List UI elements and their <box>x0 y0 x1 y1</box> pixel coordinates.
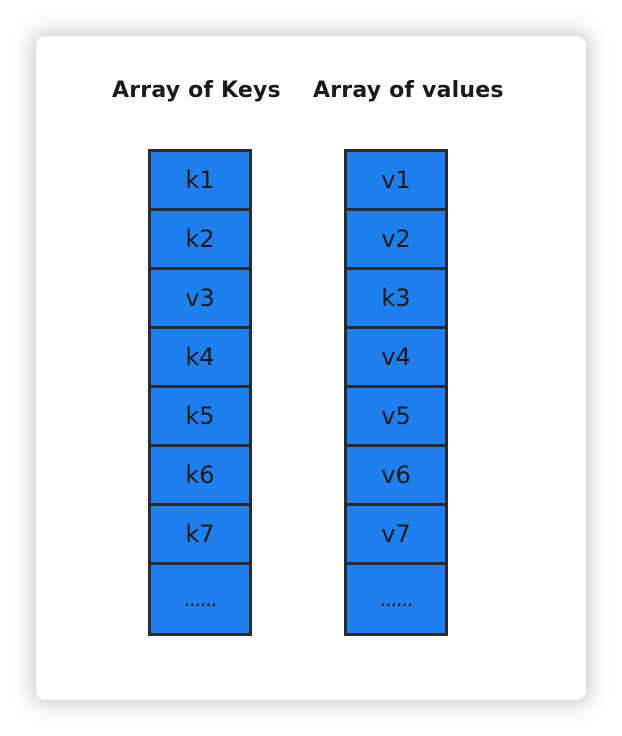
values-array-cell: v6 <box>347 447 445 506</box>
values-array-title: Array of values <box>313 78 504 103</box>
values-array-ellipsis-cell: ...... <box>347 565 445 633</box>
keys-array-cell: k2 <box>151 211 249 270</box>
keys-array-cell: k5 <box>151 388 249 447</box>
diagram-card <box>36 36 586 700</box>
values-array-cell: v5 <box>347 388 445 447</box>
keys-array-ellipsis-cell: ...... <box>151 565 249 633</box>
values-array-cell: k3 <box>347 270 445 329</box>
keys-array: k1 k2 v3 k4 k5 k6 k7 ...... <box>148 149 252 636</box>
values-array-cell: v4 <box>347 329 445 388</box>
keys-array-cell: v3 <box>151 270 249 329</box>
keys-array-cell: k4 <box>151 329 249 388</box>
keys-array-title: Array of Keys <box>112 78 281 103</box>
keys-array-cell: k6 <box>151 447 249 506</box>
values-array-cell: v1 <box>347 152 445 211</box>
values-array-cell: v7 <box>347 506 445 565</box>
keys-array-cell: k1 <box>151 152 249 211</box>
keys-array-cell: k7 <box>151 506 249 565</box>
values-array: v1 v2 k3 v4 v5 v6 v7 ...... <box>344 149 448 636</box>
values-array-cell: v2 <box>347 211 445 270</box>
